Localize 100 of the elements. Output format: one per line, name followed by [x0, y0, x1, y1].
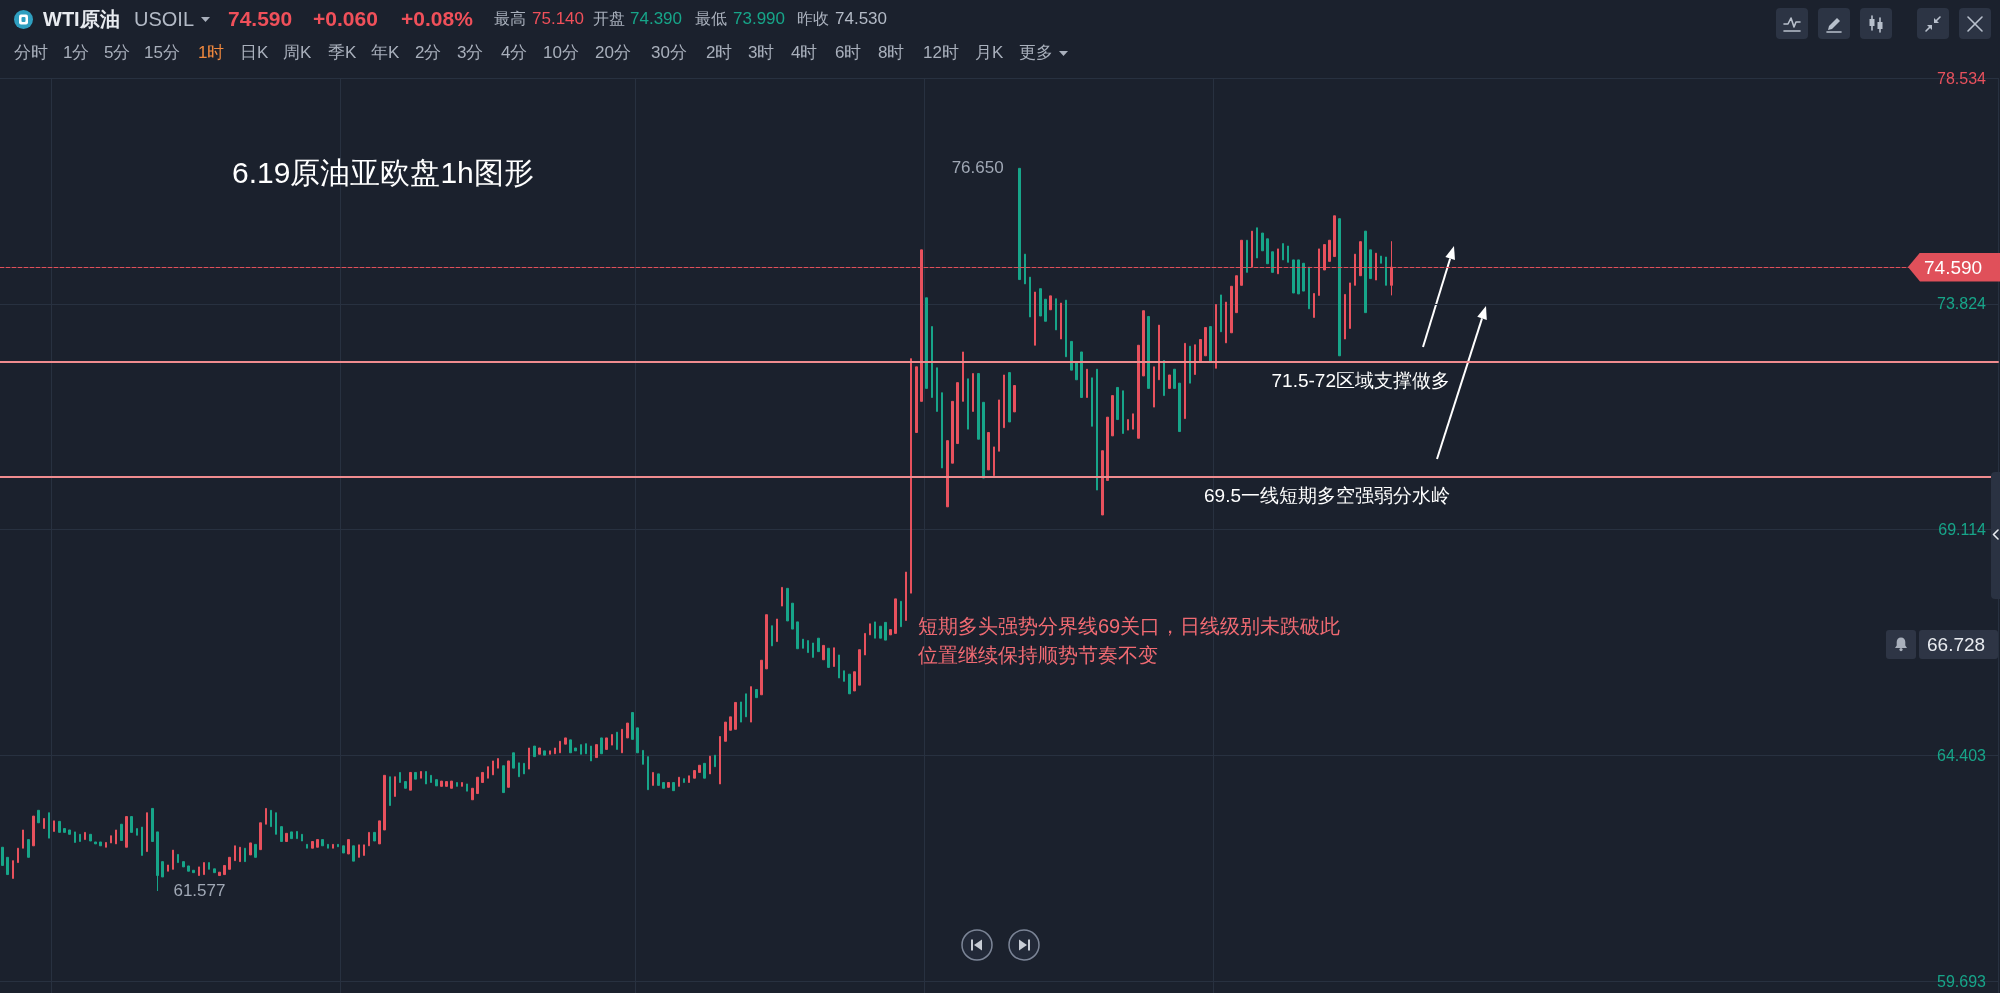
candlestick [528, 747, 530, 770]
text: 20分 [595, 42, 631, 64]
candlestick [1261, 232, 1264, 252]
candlestick [1147, 315, 1150, 389]
candlestick [228, 856, 231, 870]
candlestick [151, 807, 154, 842]
candlestick [946, 440, 949, 508]
candlestick [636, 727, 639, 754]
candlestick [616, 731, 618, 750]
text: 6.19原油亚欧盘1h图形 [232, 155, 534, 189]
candlestick [136, 828, 138, 836]
candlestick [703, 762, 706, 779]
candlestick [378, 820, 381, 845]
candlestick [363, 844, 365, 856]
candlestick [218, 871, 221, 877]
candlestick [1215, 304, 1217, 369]
candlestick [796, 621, 799, 650]
candlestick [1271, 251, 1274, 273]
candlestick [1308, 266, 1310, 310]
candlestick [79, 833, 81, 842]
y-tick-label: 78.534 [1937, 69, 1987, 87]
candlestick [642, 749, 644, 765]
candlestick [827, 647, 830, 668]
candlestick [1075, 361, 1078, 381]
candlestick [1008, 372, 1011, 423]
candlestick [22, 829, 24, 849]
text: 4分 [501, 42, 528, 64]
candlestick [574, 747, 577, 752]
text: 周K [283, 42, 312, 64]
candlestick [951, 400, 954, 464]
candlestick [89, 833, 92, 842]
candlestick [672, 782, 675, 792]
candlestick [879, 625, 882, 639]
candlestick [306, 843, 308, 849]
text: 15分 [144, 42, 180, 64]
candlestick [1282, 243, 1284, 261]
candlestick [94, 841, 97, 845]
candlestick [358, 844, 360, 858]
candlestick [259, 822, 262, 851]
candlestick [1070, 340, 1073, 371]
text: 月K [975, 42, 1004, 64]
candlestick [843, 670, 845, 682]
candlestick [765, 614, 768, 670]
candlestick [776, 618, 778, 643]
candlestick [1142, 310, 1145, 377]
candlestick [662, 782, 665, 789]
text: +0.060 [313, 6, 378, 32]
text: 开盘 [593, 9, 625, 29]
candlestick [667, 782, 670, 788]
candlestick [647, 756, 649, 791]
candlestick [213, 868, 216, 874]
candlestick [187, 865, 190, 872]
candlestick [760, 659, 763, 696]
candlestick [1029, 276, 1031, 318]
candlestick [1173, 368, 1176, 389]
y-tick-label: 64.403 [1937, 747, 1987, 765]
candlestick [502, 765, 505, 794]
candlestick [590, 745, 592, 762]
ref-line-label: 71.5-72区域支撑做多 [1271, 370, 1450, 393]
candlestick [1060, 302, 1062, 340]
candlestick [275, 812, 277, 835]
candlestick [750, 686, 752, 723]
candlestick [1065, 299, 1067, 358]
candlestick [1287, 245, 1289, 263]
candlestick [1338, 218, 1341, 357]
candlestick [368, 831, 370, 847]
candlestick [125, 816, 128, 848]
candlestick [683, 778, 685, 784]
candlestick [621, 728, 623, 754]
ref-line-label: 74.590 [1908, 252, 2000, 282]
candlestick [1096, 368, 1098, 491]
candlestick [1101, 450, 1104, 516]
candlestick [6, 856, 9, 876]
candlestick [1230, 285, 1233, 334]
candlestick [420, 770, 422, 779]
candlestick [1235, 275, 1238, 314]
candlestick [600, 737, 603, 755]
candlestick [512, 752, 515, 769]
candlestick [714, 754, 716, 768]
text: 最低 [695, 9, 727, 29]
candlestick [652, 771, 654, 786]
candlestick [461, 782, 463, 787]
candlestick [337, 843, 339, 848]
candlestick [709, 755, 711, 775]
text: 1时 [198, 42, 225, 64]
candlestick [68, 829, 71, 835]
candlestick [471, 787, 474, 801]
candlestick [1292, 259, 1295, 294]
candlestick [316, 839, 319, 848]
candlestick [1344, 293, 1346, 340]
candlestick [688, 775, 690, 784]
candlestick [156, 831, 159, 892]
candlestick [53, 820, 55, 832]
candlestick [440, 780, 443, 787]
candlestick [543, 750, 546, 756]
candlestick [321, 839, 324, 847]
candlestick [1256, 227, 1258, 259]
candlestick [99, 841, 102, 847]
annotation: 61.577 [173, 880, 226, 902]
text: 年K [371, 42, 400, 64]
